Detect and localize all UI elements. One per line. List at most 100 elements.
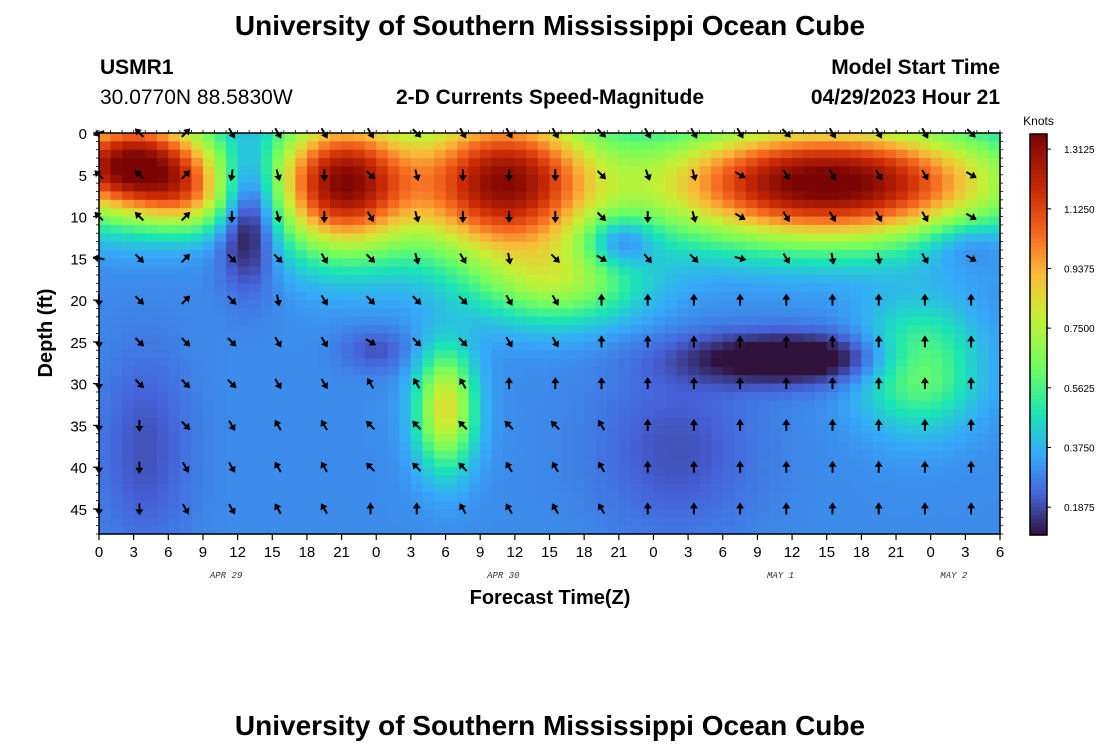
heatmap-cell bbox=[306, 183, 320, 193]
heatmap-cell bbox=[792, 433, 805, 443]
heatmap-cell bbox=[838, 191, 851, 201]
heatmap-cell bbox=[237, 325, 250, 335]
heatmap-cell bbox=[734, 358, 747, 368]
heatmap-cell bbox=[122, 517, 135, 527]
heatmap-cell bbox=[156, 467, 169, 477]
heatmap-cell bbox=[110, 275, 123, 284]
heatmap-cell bbox=[237, 391, 250, 401]
heatmap-cell bbox=[387, 191, 400, 201]
heatmap-cell bbox=[630, 475, 643, 485]
heatmap-cell bbox=[711, 442, 724, 452]
heatmap-cell bbox=[283, 141, 296, 151]
heatmap-cell bbox=[99, 391, 112, 401]
heatmap-cell bbox=[237, 266, 250, 276]
heatmap-cell bbox=[584, 333, 597, 343]
current-vector bbox=[643, 502, 652, 515]
heatmap-cell bbox=[838, 141, 851, 151]
heatmap-cell bbox=[896, 483, 909, 493]
heatmap-cell bbox=[688, 275, 701, 284]
heatmap-cell bbox=[572, 174, 585, 184]
heatmap-cell bbox=[272, 483, 285, 493]
heatmap-cell bbox=[907, 275, 920, 284]
heatmap-cell bbox=[930, 400, 943, 410]
heatmap-cell bbox=[526, 408, 539, 418]
heatmap-cell bbox=[202, 508, 216, 518]
heatmap-cell bbox=[110, 233, 123, 243]
heatmap-cell bbox=[480, 174, 493, 184]
colorbar-step bbox=[1030, 410, 1047, 416]
heatmap-cell bbox=[768, 500, 782, 510]
heatmap-cell bbox=[364, 483, 377, 493]
heatmap-cell bbox=[202, 341, 216, 351]
heatmap-cell bbox=[607, 383, 620, 393]
heatmap-cell bbox=[237, 166, 250, 176]
heatmap-cell bbox=[202, 458, 216, 468]
heatmap-cell bbox=[283, 249, 296, 259]
heatmap-cell bbox=[884, 408, 897, 418]
heatmap-cell bbox=[260, 249, 273, 259]
heatmap-cell bbox=[734, 249, 747, 259]
heatmap-cell bbox=[768, 308, 782, 318]
heatmap-cell bbox=[745, 241, 759, 251]
heatmap-cell bbox=[630, 341, 643, 351]
heatmap-cell bbox=[872, 325, 886, 335]
heatmap-cell bbox=[537, 350, 551, 360]
heatmap-cell bbox=[953, 191, 966, 201]
heatmap-cell bbox=[168, 408, 181, 418]
heatmap-cell bbox=[237, 500, 250, 510]
heatmap-cell bbox=[595, 508, 608, 518]
heatmap-cell bbox=[942, 475, 955, 485]
heatmap-cell bbox=[491, 283, 504, 293]
heatmap-cell bbox=[422, 241, 435, 251]
heatmap-cell bbox=[272, 417, 285, 426]
heatmap-cell bbox=[272, 408, 285, 418]
heatmap-cell bbox=[491, 425, 504, 435]
heatmap-cell bbox=[353, 258, 366, 268]
heatmap-cell bbox=[226, 400, 239, 410]
heatmap-cell bbox=[468, 291, 481, 301]
current-vector bbox=[320, 419, 328, 431]
colorbar-step bbox=[1030, 458, 1047, 464]
heatmap-cell bbox=[953, 283, 966, 293]
heatmap-cell bbox=[202, 241, 216, 251]
heatmap-cell bbox=[849, 158, 862, 168]
heatmap-cell bbox=[803, 275, 816, 284]
heatmap-cell bbox=[861, 458, 874, 468]
heatmap-cell bbox=[99, 500, 112, 510]
date-label: MAY 2 bbox=[940, 571, 968, 581]
heatmap-cell bbox=[468, 391, 481, 401]
heatmap-cell bbox=[965, 133, 978, 142]
heatmap-cell bbox=[930, 275, 943, 284]
heatmap-cell bbox=[202, 350, 216, 360]
heatmap-cell bbox=[272, 199, 285, 209]
heatmap-cell bbox=[872, 141, 886, 151]
heatmap-cell bbox=[641, 433, 655, 443]
heatmap-cell bbox=[191, 275, 204, 284]
heatmap-cell bbox=[757, 442, 770, 452]
heatmap-cell bbox=[896, 183, 909, 193]
heatmap-cell bbox=[953, 425, 966, 435]
current-vector bbox=[320, 336, 329, 348]
heatmap-cell bbox=[168, 341, 181, 351]
heatmap-cell bbox=[792, 183, 805, 193]
heatmap-cell bbox=[699, 233, 712, 243]
heatmap-cell bbox=[699, 408, 712, 418]
heatmap-cell bbox=[353, 316, 366, 326]
heatmap-cell bbox=[353, 275, 366, 284]
heatmap-cell bbox=[468, 183, 481, 193]
heatmap-cell bbox=[422, 149, 435, 159]
heatmap-cell bbox=[584, 158, 597, 168]
heatmap-cell bbox=[988, 525, 1001, 535]
heatmap-cell bbox=[110, 283, 123, 293]
heatmap-cell bbox=[249, 433, 262, 443]
heatmap-cell bbox=[630, 183, 643, 193]
heatmap-cell bbox=[965, 275, 978, 284]
heatmap-cell bbox=[306, 417, 320, 426]
heatmap-cell bbox=[514, 525, 527, 535]
heatmap-cell bbox=[815, 266, 828, 276]
heatmap-cell bbox=[872, 208, 886, 218]
heatmap-cell bbox=[896, 333, 909, 343]
heatmap-cell bbox=[433, 391, 447, 401]
heatmap-cell bbox=[399, 433, 412, 443]
